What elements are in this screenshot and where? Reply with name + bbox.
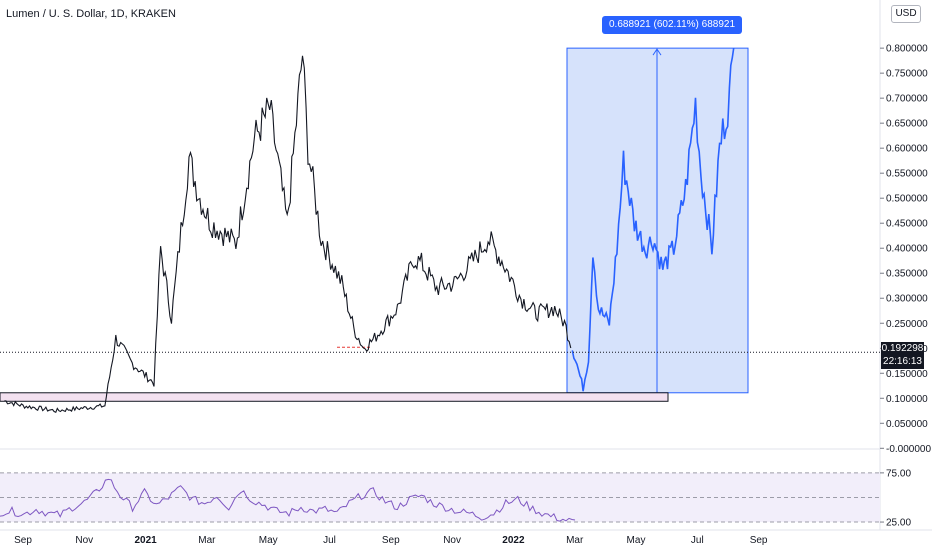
measure-arrow-head — [652, 48, 662, 56]
price-series-projection — [571, 47, 735, 392]
rsi-tick-label: 75.00 — [886, 468, 911, 479]
price-tag-countdown: 22:16:13 — [883, 356, 922, 367]
time-tick-label: 2022 — [502, 535, 525, 546]
price-tick-label: 0.650000 — [886, 119, 928, 130]
price-tick-label: 0.400000 — [886, 244, 928, 255]
rsi-series — [0, 478, 576, 522]
time-tick-label: Mar — [198, 535, 216, 546]
price-tick-label: 0.450000 — [886, 219, 928, 230]
time-tick-label: Sep — [14, 535, 32, 546]
currency-button[interactable]: USD — [891, 5, 921, 23]
price-tick-label: 0.550000 — [886, 169, 928, 180]
time-tick-label: May — [259, 535, 278, 546]
price-tick-label: 0.800000 — [886, 44, 928, 55]
price-tick-label: 0.700000 — [886, 94, 928, 105]
time-tick-label: 2021 — [134, 535, 157, 546]
time-tick-label: Jul — [323, 535, 336, 546]
price-series-history — [4, 55, 572, 414]
price-tick-label: 0.500000 — [886, 194, 928, 205]
time-tick-label: Nov — [75, 535, 93, 546]
price-tick-label: 0.150000 — [886, 369, 928, 380]
rsi-tick-label: 25.00 — [886, 518, 911, 529]
price-tick-label: 0.300000 — [886, 294, 928, 305]
time-tick-label: Sep — [750, 535, 768, 546]
price-tag: 0.192298 22:16:13 — [881, 342, 924, 369]
price-tick-label: 0.250000 — [886, 319, 928, 330]
price-tick-label: 0.350000 — [886, 269, 928, 280]
time-tick-label: Jul — [691, 535, 704, 546]
price-tick-label: 0.600000 — [886, 144, 928, 155]
symbol-title[interactable]: Lumen / U. S. Dollar, 1D, KRAKEN — [6, 8, 176, 20]
rsi-band — [0, 472, 880, 523]
time-tick-label: Mar — [566, 535, 584, 546]
price-tag-value: 0.192298 — [881, 343, 924, 354]
support-zone — [0, 392, 669, 402]
time-tick-label: Nov — [443, 535, 461, 546]
price-tick-label: 0.750000 — [886, 69, 928, 80]
measure-label: 0.688921 (602.11%) 688921 — [602, 16, 743, 34]
time-tick-label: May — [627, 535, 646, 546]
price-tick-label: 0.050000 — [886, 419, 928, 430]
price-tick-label: -0.000000 — [886, 444, 931, 455]
price-tick-label: 0.100000 — [886, 394, 928, 405]
time-tick-label: Sep — [382, 535, 400, 546]
